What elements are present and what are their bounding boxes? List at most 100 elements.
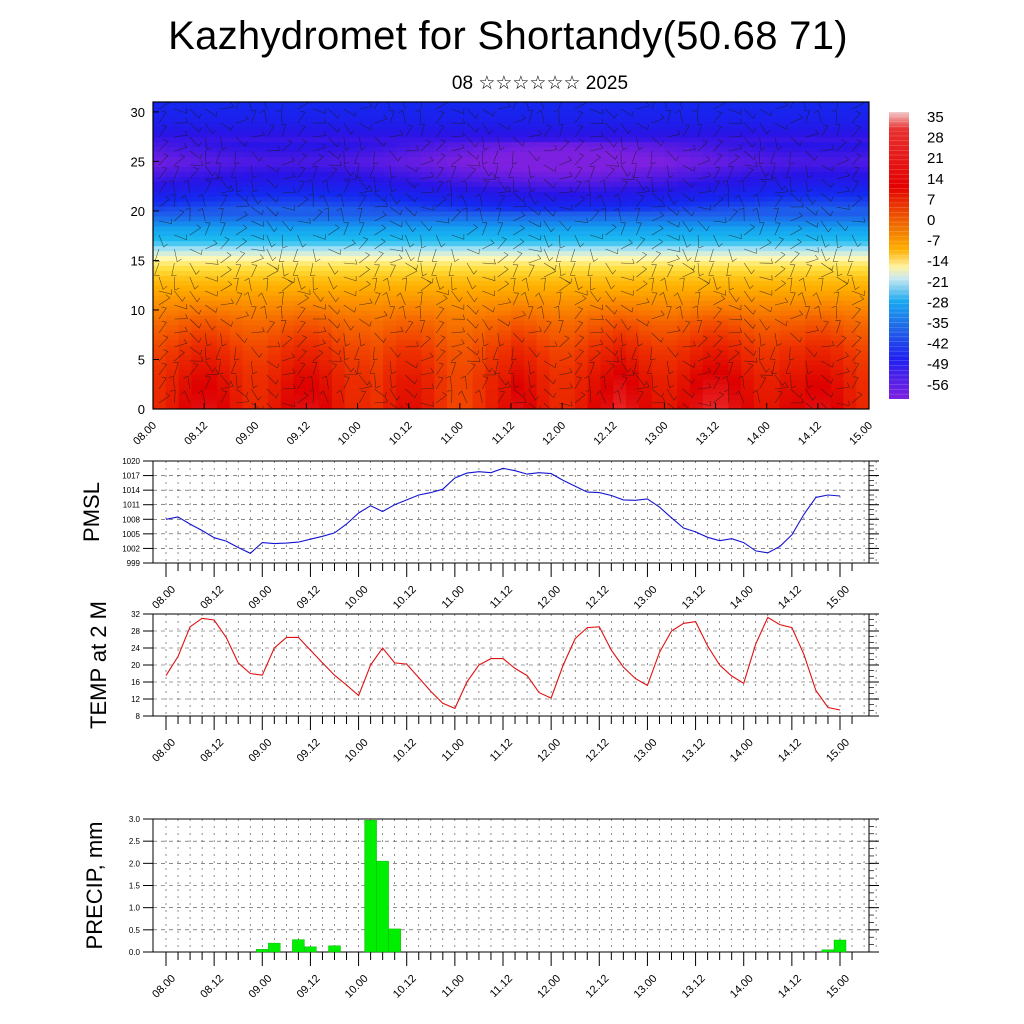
heatmap-cell xyxy=(280,250,295,257)
heatmap-cell xyxy=(498,131,512,138)
wind-barb xyxy=(620,108,634,117)
heatmap-cell xyxy=(766,404,781,409)
heatmap-cell xyxy=(856,235,869,242)
heatmap-cell xyxy=(344,324,359,331)
heatmap-cell xyxy=(523,240,538,247)
heatmap-cell xyxy=(332,196,346,202)
wind-barb xyxy=(460,375,468,390)
heatmap-cell xyxy=(319,305,333,311)
heatmap-cell xyxy=(280,379,295,385)
heatmap-cell xyxy=(587,364,602,370)
heatmap-cell xyxy=(856,404,869,409)
heatmap-cell xyxy=(370,364,384,370)
heatmap-cell xyxy=(690,156,704,163)
heatmap-cell xyxy=(408,111,423,118)
wind-barb xyxy=(620,360,632,373)
heatmap-cell xyxy=(715,359,729,366)
wind-barb xyxy=(679,102,683,110)
wind-barb xyxy=(198,207,206,222)
heatmap-cell xyxy=(472,280,487,286)
wind-barb xyxy=(189,262,200,275)
heatmap-cell xyxy=(741,186,755,192)
wind-barb xyxy=(774,318,788,327)
wind-barb xyxy=(251,374,258,389)
heatmap-cell xyxy=(523,245,538,252)
wind-barb xyxy=(405,388,418,399)
heatmap-cell xyxy=(728,161,742,167)
heatmap-cell xyxy=(613,295,627,301)
wind-barb xyxy=(197,389,206,404)
heatmap-cell xyxy=(549,131,563,138)
heatmap-cell xyxy=(600,275,614,281)
heatmap-cell xyxy=(280,255,295,262)
wind-barb xyxy=(205,276,218,282)
wind-barb xyxy=(636,318,649,327)
wind-barb xyxy=(744,304,756,315)
heatmap-cell xyxy=(753,379,768,385)
heatmap-cell xyxy=(792,260,806,266)
heatmap-cell xyxy=(434,324,448,331)
heatmap-cell xyxy=(626,334,640,341)
heatmap-cell xyxy=(690,379,704,385)
wind-barb xyxy=(574,102,587,110)
heatmap-cell xyxy=(549,136,563,143)
wind-barb xyxy=(189,318,202,329)
wind-barb xyxy=(697,186,712,194)
heatmap-cell xyxy=(472,349,487,356)
heatmap-cell xyxy=(728,255,742,262)
heatmap-cell xyxy=(638,364,653,370)
heatmap-cell xyxy=(216,285,231,291)
heatmap-cell xyxy=(421,151,435,158)
heatmap-cell xyxy=(523,121,538,128)
heatmap-cell xyxy=(165,404,180,409)
heatmap-cell xyxy=(178,280,192,286)
heatmap-cell xyxy=(485,171,499,177)
wind-barb xyxy=(374,397,389,404)
heatmap-cell xyxy=(702,394,717,400)
wind-barb xyxy=(631,346,637,360)
heatmap-cell xyxy=(319,354,333,361)
heatmap-cell xyxy=(498,121,512,128)
heatmap-cell xyxy=(600,146,614,153)
heatmap-cell xyxy=(255,205,269,212)
wind-barb xyxy=(336,193,345,208)
wind-barb xyxy=(220,374,232,386)
heatmap-cell xyxy=(306,404,320,409)
heatmap-cell xyxy=(447,111,461,118)
heatmap-cell xyxy=(600,171,614,177)
heatmap-cell xyxy=(344,309,359,316)
wind-barb xyxy=(358,178,371,190)
wind-barb xyxy=(633,164,639,179)
wind-barb xyxy=(435,320,445,334)
heatmap-cell xyxy=(728,250,742,257)
heatmap-cell xyxy=(153,285,167,291)
heatmap-cell xyxy=(511,339,525,346)
heatmap-cell xyxy=(549,186,563,192)
heatmap-cell xyxy=(255,116,269,123)
heatmap-cell xyxy=(268,354,282,361)
heatmap-cell xyxy=(638,230,653,237)
heatmap-cell xyxy=(690,270,704,276)
wind-barb xyxy=(557,124,564,138)
heatmap-cell xyxy=(357,161,371,167)
heatmap-cell xyxy=(204,309,218,316)
heatmap-cell xyxy=(523,359,538,366)
heatmap-cell xyxy=(779,314,793,321)
heatmap-cell xyxy=(792,305,806,311)
heatmap-cell xyxy=(293,379,308,385)
heatmap-cell xyxy=(357,314,371,321)
heatmap-cell xyxy=(165,369,180,375)
heatmap-cell xyxy=(498,280,512,286)
heatmap-cell xyxy=(779,265,793,271)
wind-barb xyxy=(307,375,314,390)
wind-barb xyxy=(584,375,591,390)
heatmap-cell xyxy=(191,389,205,395)
heatmap-cell xyxy=(216,324,231,331)
heatmap-cell xyxy=(677,215,691,222)
heatmap-cell xyxy=(332,171,346,177)
wind-barb xyxy=(281,234,288,249)
heatmap-cell xyxy=(817,344,832,351)
heatmap-cell xyxy=(753,215,768,222)
heatmap-cell xyxy=(395,220,410,227)
heatmap-cell xyxy=(319,146,333,153)
